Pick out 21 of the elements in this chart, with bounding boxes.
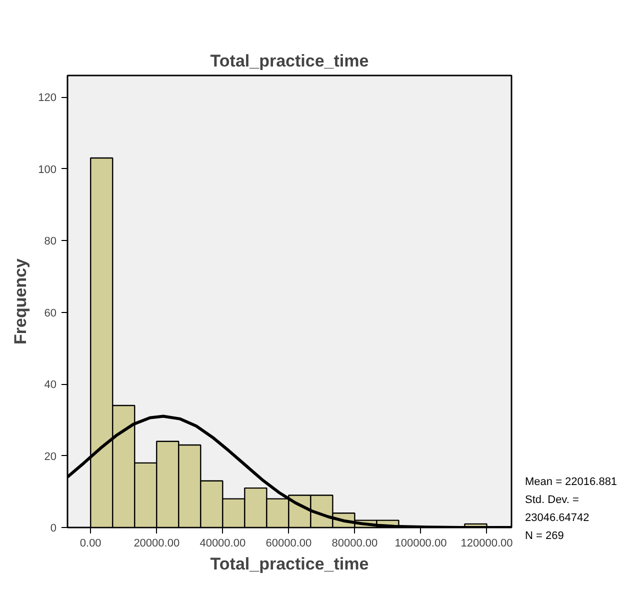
x-tick-label: 100000.00 [394,538,447,550]
y-axis-title: Frequency [11,258,30,344]
y-tick-label: 100 [38,164,57,176]
y-tick-label: 60 [44,307,57,320]
text: Mean = 22016.881 [525,475,618,490]
y-tick-label: 120 [38,92,57,104]
y-tick-label: 0 [50,522,57,534]
text: 23046.64742 [525,511,590,526]
x-axis-title: Total_practice_time [210,554,369,574]
x-tick-label: 40000.00 [200,538,246,550]
y-tick-label: 20 [44,450,57,463]
text: N = 269 [525,529,565,544]
x-tick-label: 80000.00 [332,538,378,550]
x-tick-label: 0.00 [80,538,102,550]
text: Std. Dev. = [525,493,580,508]
chart-title: Total_practice_time [210,52,369,70]
x-tick-label: 60000.00 [266,538,312,550]
y-tick-label: 80 [44,236,57,248]
y-tick-label: 40 [44,379,57,392]
x-tick-label: 120000.00 [460,538,513,550]
x-tick-label: 20000.00 [134,538,180,550]
